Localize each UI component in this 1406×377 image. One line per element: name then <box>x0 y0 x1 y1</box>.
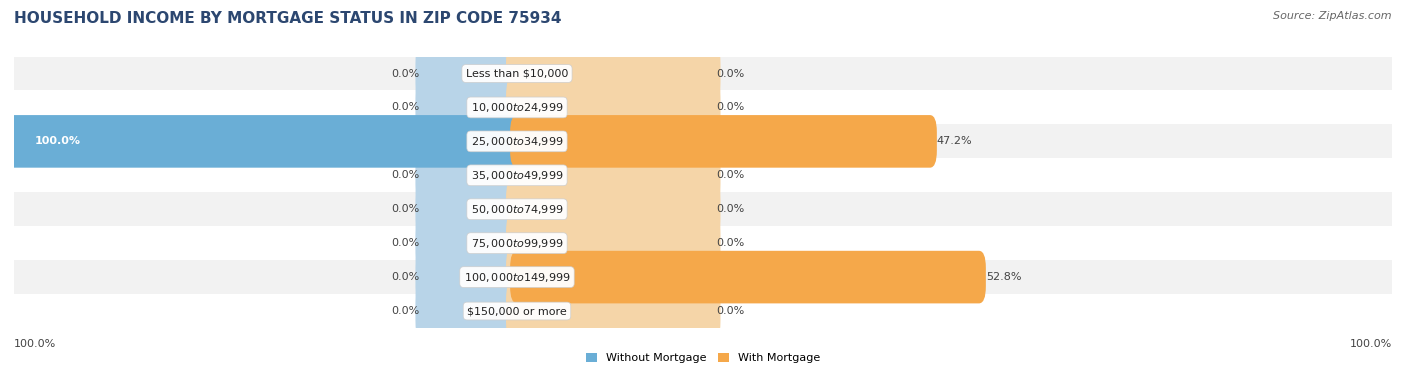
Bar <box>14 57 1392 90</box>
Bar <box>14 294 1392 328</box>
Text: Less than $10,000: Less than $10,000 <box>465 69 568 78</box>
Text: 0.0%: 0.0% <box>391 69 419 78</box>
Text: 0.0%: 0.0% <box>391 103 419 112</box>
Text: 100.0%: 100.0% <box>14 339 56 349</box>
FancyBboxPatch shape <box>415 207 529 280</box>
FancyBboxPatch shape <box>506 241 720 314</box>
Text: 0.0%: 0.0% <box>391 170 419 180</box>
Text: 100.0%: 100.0% <box>35 136 80 146</box>
Text: 52.8%: 52.8% <box>986 272 1021 282</box>
FancyBboxPatch shape <box>510 115 936 168</box>
Text: $25,000 to $34,999: $25,000 to $34,999 <box>471 135 564 148</box>
Text: 0.0%: 0.0% <box>391 238 419 248</box>
Bar <box>14 260 1392 294</box>
Text: 0.0%: 0.0% <box>717 170 745 180</box>
FancyBboxPatch shape <box>415 241 529 314</box>
Text: HOUSEHOLD INCOME BY MORTGAGE STATUS IN ZIP CODE 75934: HOUSEHOLD INCOME BY MORTGAGE STATUS IN Z… <box>14 11 561 26</box>
Text: 0.0%: 0.0% <box>717 204 745 214</box>
Text: $10,000 to $24,999: $10,000 to $24,999 <box>471 101 564 114</box>
Bar <box>14 226 1392 260</box>
FancyBboxPatch shape <box>415 105 529 178</box>
Text: 0.0%: 0.0% <box>717 103 745 112</box>
FancyBboxPatch shape <box>7 115 524 168</box>
FancyBboxPatch shape <box>506 71 720 144</box>
FancyBboxPatch shape <box>506 139 720 212</box>
Text: 0.0%: 0.0% <box>717 306 745 316</box>
Text: $150,000 or more: $150,000 or more <box>467 306 567 316</box>
FancyBboxPatch shape <box>506 207 720 280</box>
FancyBboxPatch shape <box>415 71 529 144</box>
Bar <box>14 192 1392 226</box>
Text: 47.2%: 47.2% <box>936 136 973 146</box>
FancyBboxPatch shape <box>415 274 529 348</box>
Text: 100.0%: 100.0% <box>1350 339 1392 349</box>
FancyBboxPatch shape <box>506 274 720 348</box>
Text: $75,000 to $99,999: $75,000 to $99,999 <box>471 237 564 250</box>
Text: $100,000 to $149,999: $100,000 to $149,999 <box>464 271 571 284</box>
Bar <box>14 90 1392 124</box>
Bar <box>14 158 1392 192</box>
Legend: Without Mortgage, With Mortgage: Without Mortgage, With Mortgage <box>582 348 824 368</box>
Bar <box>14 124 1392 158</box>
Text: $50,000 to $74,999: $50,000 to $74,999 <box>471 203 564 216</box>
FancyBboxPatch shape <box>506 173 720 246</box>
Text: 0.0%: 0.0% <box>391 204 419 214</box>
Text: $35,000 to $49,999: $35,000 to $49,999 <box>471 169 564 182</box>
Text: 0.0%: 0.0% <box>717 69 745 78</box>
FancyBboxPatch shape <box>415 139 529 212</box>
Text: 0.0%: 0.0% <box>391 306 419 316</box>
FancyBboxPatch shape <box>415 173 529 246</box>
Text: 0.0%: 0.0% <box>717 238 745 248</box>
FancyBboxPatch shape <box>510 251 986 303</box>
FancyBboxPatch shape <box>415 37 529 110</box>
FancyBboxPatch shape <box>506 37 720 110</box>
FancyBboxPatch shape <box>506 105 720 178</box>
Text: 0.0%: 0.0% <box>391 272 419 282</box>
Text: Source: ZipAtlas.com: Source: ZipAtlas.com <box>1274 11 1392 21</box>
